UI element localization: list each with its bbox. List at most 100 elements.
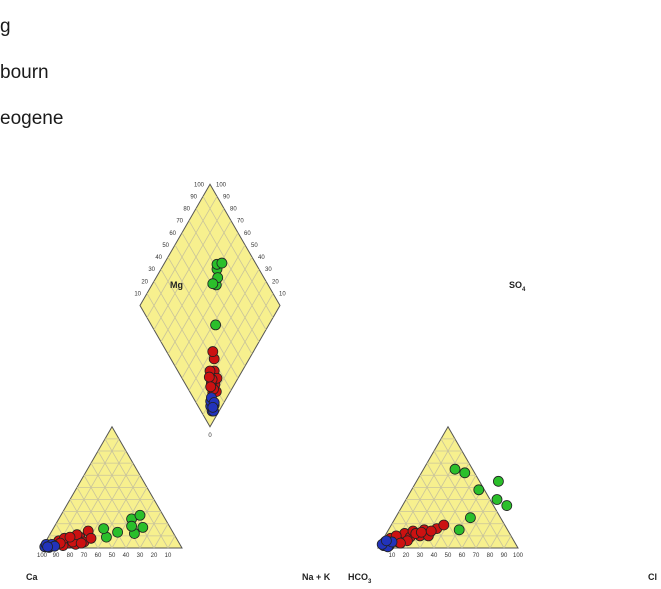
- anion-point-green: [459, 467, 471, 479]
- anion-point-green: [449, 463, 461, 475]
- anion-bottom-tick: 20: [403, 553, 410, 559]
- anion-bottom-tick: 40: [431, 553, 438, 559]
- diamond-left-tick: 20: [141, 279, 148, 285]
- anion-point-blue: [380, 535, 392, 547]
- cation-point-green: [112, 526, 123, 538]
- diamond-left-tick: 90: [190, 194, 197, 200]
- diamond-point-green: [210, 319, 222, 331]
- anion-bottom-tick: 60: [459, 553, 466, 559]
- cation-triangle-gridline: [153, 523, 169, 549]
- diamond-left-tick: 70: [176, 219, 183, 225]
- cation-bottom-tick: 60: [95, 553, 102, 559]
- anion-point-green: [491, 494, 503, 505]
- cation-bottom-tick: 90: [53, 553, 60, 559]
- diamond-point-blue: [207, 401, 219, 413]
- cation-point-red: [85, 532, 97, 544]
- legend-item-3: eogene: [0, 108, 64, 129]
- anion-point-green: [492, 475, 504, 487]
- legend-item-2: bourn: [0, 62, 49, 83]
- diamond-right-tick: 90: [223, 194, 230, 200]
- cation-triangle-gridline: [139, 511, 162, 549]
- anion-bottom-tick: 50: [445, 553, 452, 559]
- anion-point-red: [415, 526, 427, 538]
- diamond-right-tick: 50: [251, 243, 258, 249]
- diamond-left-tick: 30: [148, 267, 155, 273]
- axis-label-hco3: HCO3: [348, 572, 372, 585]
- diamond-right-tick: 20: [272, 279, 279, 285]
- cation-bottom-tick: 50: [109, 553, 116, 559]
- anion-point-green: [453, 524, 465, 536]
- cation-triangle-gridline: [104, 438, 169, 549]
- diamond-point-green: [216, 257, 228, 269]
- anion-bottom-tick: 70: [473, 553, 480, 559]
- diamond-gridline: [146, 196, 218, 318]
- diamond-left-tick: 10: [134, 291, 141, 297]
- anion-triangle-gridline: [426, 462, 477, 549]
- diamond-right-tick: 40: [258, 255, 265, 261]
- cation-point-red: [64, 531, 76, 543]
- anion-bottom-tick: 80: [487, 553, 494, 559]
- anion-triangle-gridline: [461, 499, 491, 549]
- diamond-gridline: [195, 208, 267, 330]
- legend-item-1: g: [0, 16, 11, 37]
- anion-bottom-tick: 30: [417, 553, 424, 559]
- anion-bottom-tick: 10: [389, 553, 396, 559]
- diamond-point-red: [203, 371, 215, 383]
- anion-point-green: [501, 500, 513, 511]
- anion-bottom-tick: 90: [501, 553, 508, 559]
- diamond-gridline: [153, 208, 225, 330]
- cation-bottom-tick: 20: [151, 553, 158, 559]
- anion-point-red: [438, 519, 450, 531]
- cation-bottom-tick: 70: [81, 553, 88, 559]
- diamond-left-tick: 50: [162, 243, 169, 249]
- cation-point-red: [75, 537, 87, 549]
- diamond-gridline: [181, 232, 253, 355]
- diamond-gridline: [202, 196, 274, 318]
- cation-point-green: [137, 521, 149, 533]
- diamond-gridline: [188, 220, 260, 343]
- diamond-right-tick: 70: [237, 219, 244, 225]
- anion-point-red: [425, 525, 437, 537]
- cation-bottom-tick: 100: [37, 553, 48, 559]
- cation-point-green: [134, 509, 146, 521]
- axis-label-nak: Na + K: [302, 572, 331, 582]
- diamond-right-tick: 80: [230, 207, 237, 213]
- diamond-gridline: [174, 244, 246, 367]
- diamond-left-tick: 80: [183, 207, 190, 213]
- cation-bottom-tick: 10: [165, 553, 172, 559]
- axis-label-ca: Ca: [26, 572, 38, 582]
- axis-label-so4: SO4: [509, 280, 526, 293]
- cation-point-blue: [42, 541, 53, 553]
- diamond-right-tick: 30: [265, 267, 272, 273]
- diamond-right-tick: 10: [279, 291, 286, 297]
- cation-point-green: [98, 523, 109, 535]
- anion-triangle-gridline: [440, 438, 505, 549]
- anion-triangle-gridline: [503, 535, 512, 549]
- axis-label-mg: Mg: [170, 280, 183, 290]
- anion-triangle-gridline: [489, 523, 505, 549]
- anion-triangle-gridline: [412, 487, 449, 549]
- anion-bottom-tick: 100: [513, 553, 524, 559]
- axis-label-cl: Cl: [648, 572, 657, 582]
- diamond-left-tick: 60: [169, 231, 176, 237]
- anion-point-green: [464, 512, 476, 524]
- anion-triangle-gridline: [475, 511, 498, 549]
- diamond-right-tick: 60: [244, 231, 251, 237]
- diamond-zero-tick: 0: [208, 433, 212, 439]
- anion-point-green: [473, 484, 485, 496]
- diamond-gridline: [160, 220, 232, 343]
- diamond-point-green: [207, 278, 219, 290]
- cation-bottom-tick: 30: [137, 553, 144, 559]
- cation-triangle-gridline: [55, 438, 120, 549]
- diamond-right-tick: 100: [216, 182, 227, 188]
- diamond-left-tick: 100: [194, 182, 205, 188]
- diamond-point-red: [207, 346, 219, 357]
- cation-point-green: [126, 520, 138, 532]
- diamond-point-red: [205, 381, 217, 393]
- cation-bottom-tick: 40: [123, 553, 130, 559]
- diamond-gridline: [167, 232, 239, 355]
- diamond-left-tick: 40: [155, 255, 162, 261]
- cation-triangle-gridline: [167, 535, 176, 549]
- cation-bottom-tick: 80: [67, 553, 74, 559]
